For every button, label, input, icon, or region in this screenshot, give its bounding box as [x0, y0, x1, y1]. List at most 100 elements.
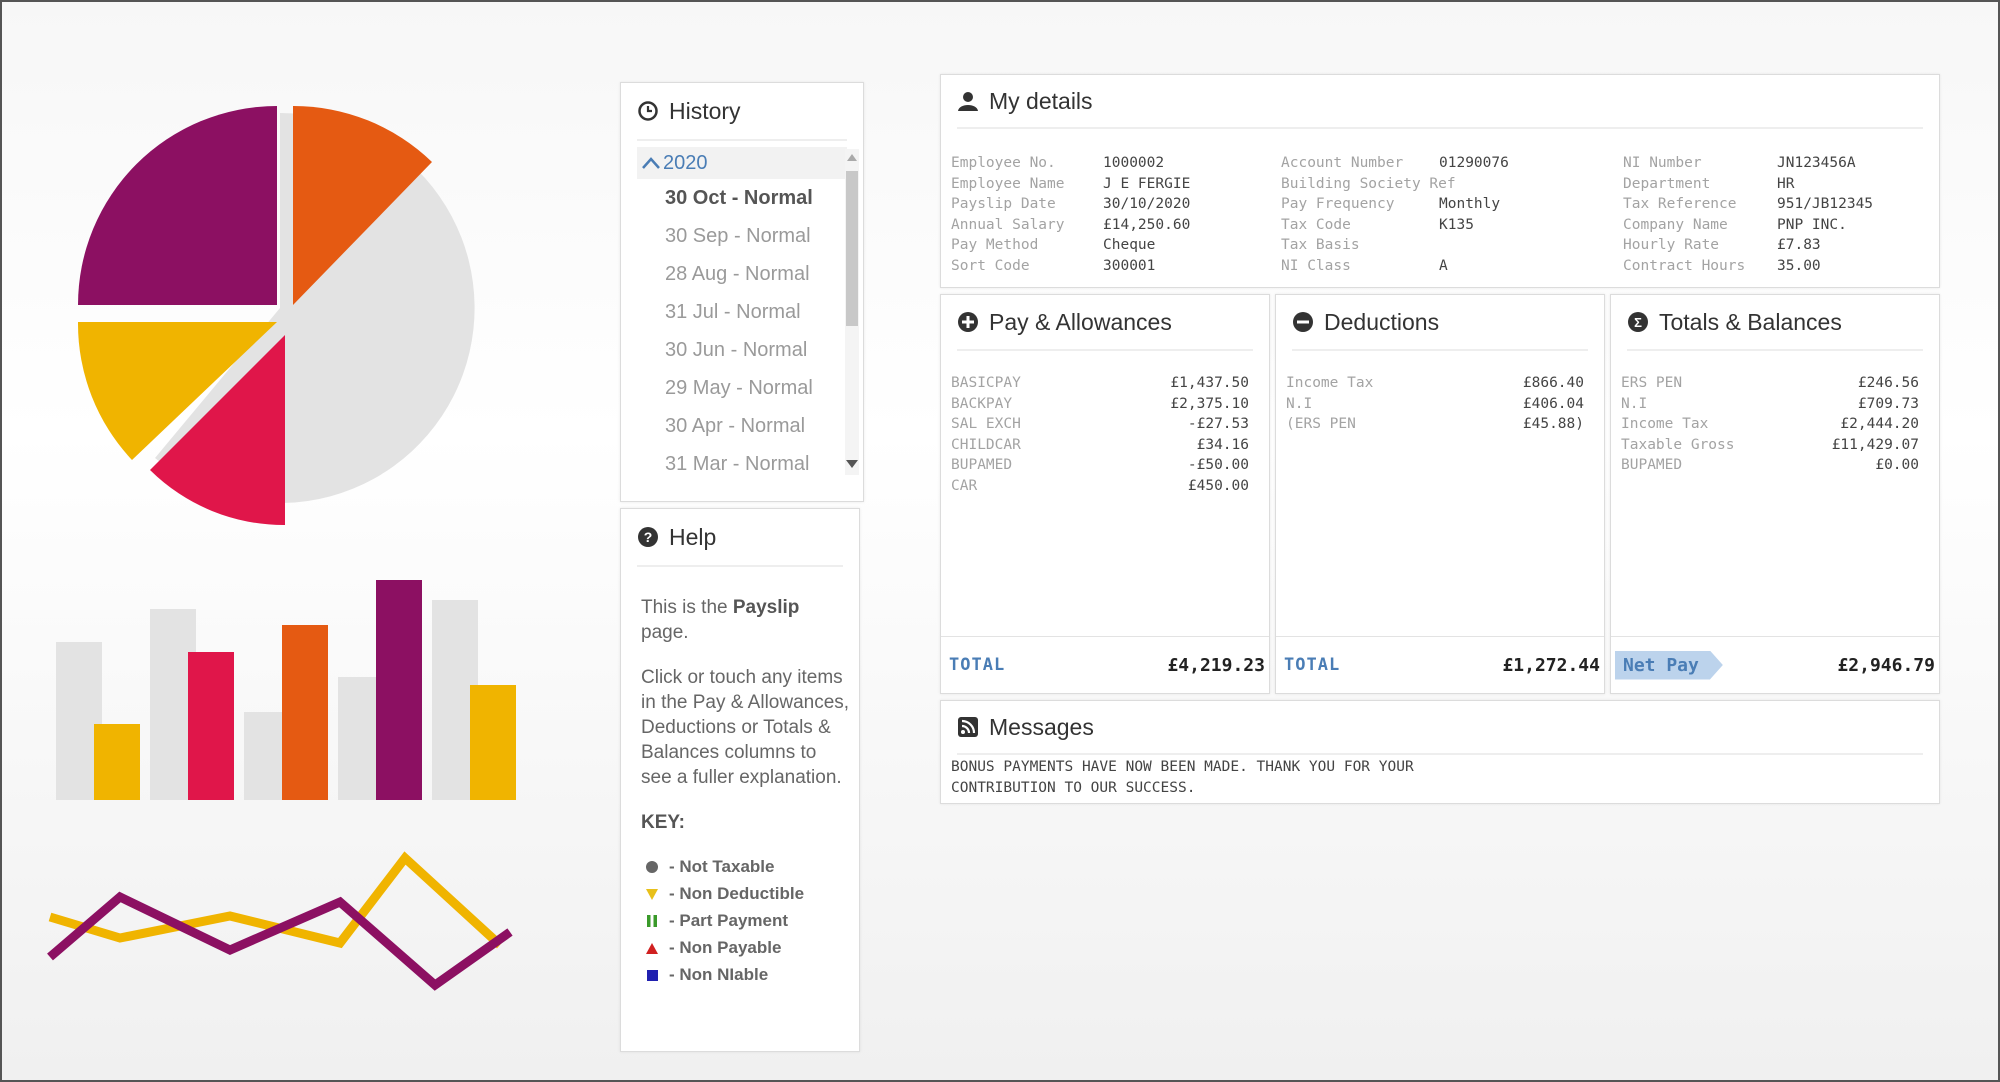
totals-line[interactable]: Income Tax £2,444.20 [1621, 416, 1919, 432]
rss-icon [958, 717, 978, 737]
pay-line[interactable]: BASICPAY £1,437.50 [951, 375, 1249, 391]
deduction-line[interactable]: (ERS PEN £45.88) [1286, 416, 1584, 432]
help-intro-bold: Payslip [732, 597, 800, 618]
question-circle-icon: ? [638, 527, 658, 547]
deductions-title: Deductions [1324, 308, 1440, 335]
deductions-panel: Deductions Income Tax £866.40 N.I £406.04 … [1275, 294, 1605, 694]
deductions-total-row: TOTAL £1,272.44 [1276, 636, 1604, 693]
totals-balances-panel: Σ Totals & Balances ERS PEN £246.56 N.I £7… [1610, 294, 1940, 694]
net-pay-label: Net Pay [1615, 650, 1723, 680]
message-line: BONUS PAYMENTS HAVE NOW BEEN MADE. THANK… [951, 759, 1414, 775]
pay-allowances-header: Pay & Allowances [957, 295, 1253, 351]
my-details-panel: My details Employee No. 1000002 Employee … [940, 74, 1940, 288]
key-non-payable: - Non Payable [641, 934, 851, 961]
totals-lines: ERS PEN £246.56 N.I £709.73 Income Tax £2,4… [1621, 373, 1919, 476]
key-not-taxable: - Not Taxable [641, 853, 851, 880]
detail-row: Payslip Date 30/10/2020 [951, 196, 1191, 212]
key-part-payment: - Part Payment [641, 907, 851, 934]
svg-text:Σ: Σ [1634, 315, 1642, 330]
up-triangle-icon [646, 942, 658, 954]
history-item[interactable]: 31 Mar - Normal [665, 453, 810, 475]
totals-line[interactable]: N.I £709.73 [1621, 395, 1919, 412]
net-pay-value: £2,946.79 [1837, 654, 1935, 676]
pay-line[interactable]: BACKPAY £2,375.10 [951, 395, 1249, 412]
key-non-niable: - Non NIable [641, 961, 851, 988]
details-grid: Employee No. 1000002 Employee Name J E FER… [951, 153, 1941, 283]
history-item[interactable]: 30 Oct - Normal [665, 187, 813, 209]
pay-line[interactable]: CAR £450.00 [951, 477, 1249, 494]
pause-bars-icon [647, 914, 657, 927]
decorative-lines [47, 851, 513, 991]
history-list: 2020 30 Oct - Normal 30 Sep - Normal 28 … [637, 147, 847, 507]
history-item[interactable]: 30 Jun - Normal [665, 339, 808, 361]
deduction-lines: Income Tax £866.40 N.I £406.04 (ERS PEN £45… [1286, 373, 1584, 435]
history-header: History [637, 83, 847, 141]
history-item[interactable]: 31 Jul - Normal [665, 301, 801, 323]
decorative-illustration [47, 105, 516, 991]
chevron-up-icon [642, 157, 660, 169]
pay-total-row: TOTAL £4,219.23 [941, 636, 1269, 693]
detail-row: Department HR [1623, 175, 1795, 192]
deduction-line[interactable]: N.I £406.04 [1286, 395, 1584, 412]
pay-line[interactable]: CHILDCAR £34.16 [951, 436, 1249, 453]
clock-icon [638, 101, 658, 121]
help-header: ? Help [637, 509, 843, 567]
messages-header: Messages [957, 701, 1923, 755]
key-non-deductible: - Non Deductible [641, 880, 851, 907]
decorative-bars [56, 580, 516, 800]
history-scrollbar[interactable] [845, 149, 859, 475]
detail-row: Account Number 01290076 [1281, 155, 1509, 171]
history-year-label: 2020 [663, 151, 708, 174]
history-year-toggle[interactable]: 2020 [637, 147, 847, 179]
totals-balances-title: Totals & Balances [1659, 308, 1842, 335]
my-details-header: My details [957, 75, 1923, 129]
detail-row: Pay Method Cheque [951, 237, 1156, 253]
pay-allowances-title: Pay & Allowances [989, 308, 1172, 335]
history-item[interactable]: 30 Apr - Normal [665, 415, 806, 437]
detail-row: NI Number JN123456A [1623, 155, 1856, 171]
detail-row: Employee Name J E FERGIE [951, 175, 1191, 192]
message-line: CONTRIBUTION TO OUR SUCCESS. [951, 779, 1196, 796]
deduction-line[interactable]: Income Tax £866.40 [1286, 375, 1584, 391]
detail-row: Contract Hours 35.00 [1623, 257, 1821, 274]
detail-row: Tax Reference 951/JB12345 [1623, 196, 1874, 212]
detail-row: Pay Frequency Monthly [1281, 196, 1501, 212]
totals-balances-header: Σ Totals & Balances [1627, 295, 1923, 351]
plus-circle-icon [958, 312, 978, 332]
scroll-up-icon[interactable] [847, 153, 857, 161]
svg-text:?: ? [644, 529, 653, 545]
detail-row: NI Class A [1281, 257, 1448, 274]
scroll-down-icon[interactable] [846, 460, 858, 469]
detail-row: Employee No. 1000002 [951, 155, 1165, 171]
history-item[interactable]: 30 Sep - Normal [665, 225, 811, 247]
minus-circle-icon [1293, 312, 1313, 332]
square-icon [647, 969, 658, 981]
details-column-2: Account Number 01290076 Building Society … [1281, 153, 1509, 276]
message-text: BONUS PAYMENTS HAVE NOW BEEN MADE. THANK… [951, 757, 1651, 798]
help-intro: This is the Payslip page. [641, 597, 800, 643]
history-title: History [669, 97, 741, 124]
totals-line[interactable]: Taxable Gross £11,429.07 [1621, 436, 1919, 453]
totals-line[interactable]: ERS PEN £246.56 [1621, 375, 1919, 391]
scrollbar-thumb[interactable] [846, 171, 858, 326]
deductions-total-label: TOTAL [1284, 655, 1341, 675]
detail-row: Tax Basis [1281, 237, 1360, 253]
history-item[interactable]: 29 May - Normal [665, 377, 813, 399]
detail-row: Company Name PNP INC. [1623, 216, 1847, 233]
deductions-total-value: £1,272.44 [1502, 654, 1600, 676]
circle-icon [646, 860, 658, 873]
details-column-1: Employee No. 1000002 Employee Name J E FER… [951, 153, 1190, 276]
totals-line[interactable]: BUPAMED £0.00 [1621, 457, 1919, 473]
decorative-pie [77, 105, 475, 526]
pay-lines: BASICPAY £1,437.50 BACKPAY £2,375.10 SAL E… [951, 373, 1249, 496]
help-title: Help [669, 523, 717, 550]
details-column-3: NI Number JN123456A Department HR Tax Refe… [1623, 153, 1873, 276]
my-details-title: My details [989, 87, 1093, 114]
pay-line[interactable]: BUPAMED -£50.00 [951, 457, 1249, 473]
key-title: KEY: [641, 812, 685, 833]
net-pay-row: Net Pay £2,946.79 [1611, 636, 1939, 693]
pay-line[interactable]: SAL EXCH -£27.53 [951, 416, 1249, 432]
history-item[interactable]: 28 Aug - Normal [665, 263, 810, 285]
detail-row: Annual Salary £14,250.60 [951, 216, 1191, 233]
